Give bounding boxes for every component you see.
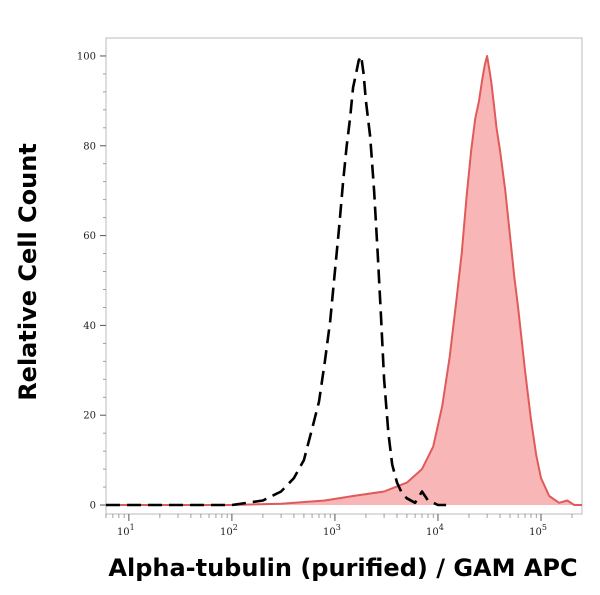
series-0-line [106, 55, 582, 506]
series-1-line [106, 54, 447, 507]
y-tick-label: 100 [77, 51, 96, 62]
series-0-fill [106, 56, 582, 505]
y-axis-title: Relative Cell Count [14, 143, 42, 401]
x-tick-label: 101 [117, 523, 135, 538]
y-tick-label: 80 [83, 141, 96, 152]
x-axis-title: Alpha-tubulin (purified) / GAM APC [108, 554, 577, 582]
x-tick-label: 104 [426, 523, 444, 538]
x-tick-label: 105 [529, 523, 547, 538]
y-tick-label: 20 [83, 411, 96, 422]
x-tick-label: 102 [220, 523, 238, 538]
x-tick-label: 103 [323, 523, 341, 538]
plot-frame [105, 37, 583, 515]
y-tick-label: 0 [90, 501, 96, 512]
y-tick-label: 40 [83, 321, 96, 332]
y-tick-label: 60 [83, 231, 96, 242]
